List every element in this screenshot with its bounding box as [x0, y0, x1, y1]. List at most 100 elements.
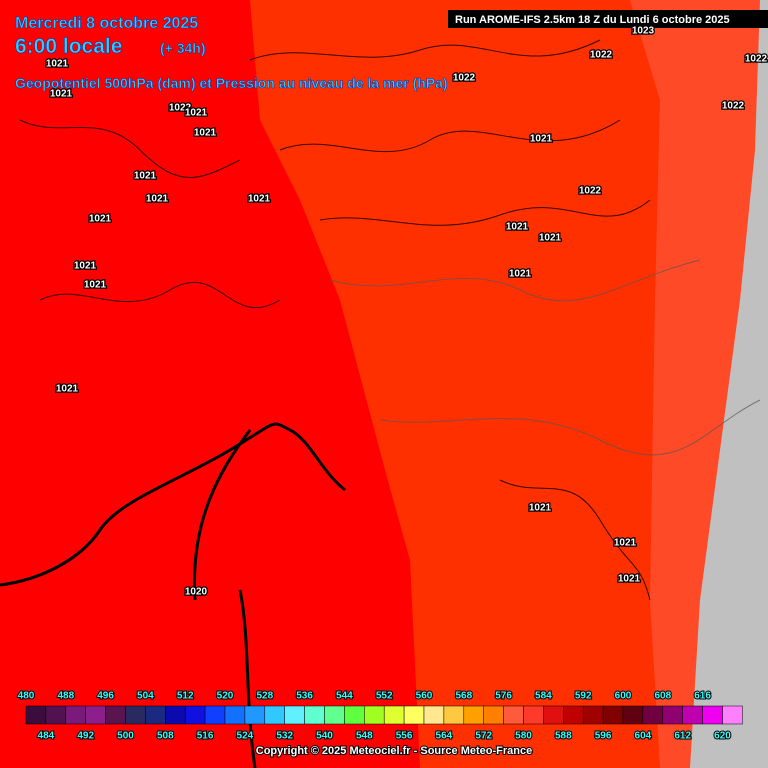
pressure-label: 1022	[579, 186, 602, 197]
map-subtitle: Geopotentiel 500hPa (dam) et Pression au…	[15, 75, 448, 91]
scale-swatch	[483, 705, 504, 725]
scale-label: 588	[555, 731, 572, 742]
pressure-label: 1022	[169, 103, 192, 114]
pressure-label: 1021	[185, 108, 208, 119]
run-box	[448, 10, 768, 28]
scale-label: 500	[117, 731, 134, 742]
pressure-label: 1021	[530, 134, 553, 145]
scale-label: 568	[455, 691, 472, 702]
scale-label: 552	[376, 691, 393, 702]
pressure-label: 1021	[614, 538, 637, 549]
scale-swatch	[165, 705, 186, 725]
scale-label: 592	[575, 691, 592, 702]
pressure-label: 1021	[50, 89, 73, 100]
scale-swatch	[344, 705, 365, 725]
scale-swatch	[722, 705, 743, 725]
scale-label: 600	[615, 691, 632, 702]
scale-label: 620	[714, 731, 731, 742]
pressure-label: 1021	[248, 194, 271, 205]
isobars	[19, 39, 651, 601]
scale-swatch	[244, 705, 266, 725]
scale-swatch	[204, 705, 226, 725]
scale-swatch	[364, 705, 385, 725]
zone-584	[250, 0, 768, 768]
scale-label: 492	[77, 731, 94, 742]
pressure-label: 1021	[74, 261, 97, 272]
scale-label: 504	[137, 691, 154, 702]
scale-label: 556	[396, 731, 413, 742]
scale-swatch	[702, 705, 723, 725]
scale-label: 512	[177, 691, 194, 702]
copyright: Copyright © 2025 Meteociel.fr - Source M…	[256, 745, 532, 757]
scale-label: 508	[157, 731, 174, 742]
out-of-domain	[690, 0, 768, 768]
scale-swatch	[105, 705, 126, 725]
pressure-label: 1021	[529, 503, 552, 514]
scale-swatch	[25, 705, 47, 725]
pressure-label: 1021	[84, 280, 107, 291]
forecast-date: Mercredi 8 octobre 2025	[15, 15, 198, 32]
pressure-label: 1021	[194, 128, 217, 139]
pressure-label: 1021	[618, 574, 641, 585]
pressure-label: 1021	[506, 222, 529, 233]
scale-swatch	[543, 705, 564, 725]
scale-label: 576	[495, 691, 512, 702]
scale-swatch	[503, 705, 524, 725]
scale-label: 584	[535, 691, 552, 702]
scale-label: 496	[97, 691, 114, 702]
scale-swatch	[563, 705, 584, 725]
scale-label: 608	[654, 691, 671, 702]
pressure-label: 1021	[46, 59, 69, 70]
scale-swatch	[264, 705, 285, 725]
scale-swatch	[523, 705, 544, 725]
scale-swatch	[582, 705, 604, 725]
scale-label: 540	[316, 731, 333, 742]
pressure-label: 1022	[453, 73, 476, 84]
scale-swatch	[304, 705, 325, 725]
coastline	[0, 422, 346, 768]
scale-swatch	[423, 705, 445, 725]
pressure-label: 1020	[185, 587, 208, 598]
scale-swatch	[145, 705, 166, 725]
scale-label: 484	[38, 731, 55, 742]
scale-swatch	[403, 705, 425, 725]
scale-label: 480	[18, 691, 35, 702]
scale-swatch	[602, 705, 624, 725]
scale-label: 560	[416, 691, 433, 702]
scale-label: 616	[694, 691, 711, 702]
pressure-label: 1021	[146, 194, 169, 205]
scale-label: 572	[475, 731, 492, 742]
scale-label: 604	[635, 731, 652, 742]
scale-swatch	[184, 705, 206, 725]
pressure-label: 1021	[56, 384, 79, 395]
scale-label: 580	[515, 731, 532, 742]
borders	[329, 259, 761, 456]
scale-swatch	[463, 705, 484, 725]
scale-swatch	[383, 705, 405, 725]
scale-swatch	[443, 705, 465, 725]
pressure-label: 1021	[539, 233, 562, 244]
scale-swatch	[224, 705, 246, 725]
scale-label: 544	[336, 691, 353, 702]
scale-label: 536	[296, 691, 313, 702]
scale-label: 548	[356, 731, 373, 742]
scale-label: 564	[436, 731, 453, 742]
pressure-label: 1022	[745, 54, 768, 65]
scale-label: 516	[197, 731, 214, 742]
forecast-time: 6:00 locale	[15, 35, 122, 58]
scale-swatch	[45, 705, 67, 725]
scale-swatch	[662, 705, 683, 725]
scale-label: 596	[595, 731, 612, 742]
scale-label: 524	[237, 731, 254, 742]
scale-swatch	[622, 705, 644, 725]
run-info: Run AROME-IFS 2.5km 18 Z du Lundi 6 octo…	[455, 14, 730, 26]
scale-label: 528	[256, 691, 273, 702]
pressure-label: 1023	[632, 26, 655, 37]
scale-swatch	[642, 705, 664, 725]
pressure-label: 1021	[89, 214, 112, 225]
scale-label: 520	[217, 691, 234, 702]
pressure-label: 1022	[590, 50, 613, 61]
scale-label: 488	[57, 691, 74, 702]
forecast-offset: (+ 34h)	[160, 40, 206, 56]
